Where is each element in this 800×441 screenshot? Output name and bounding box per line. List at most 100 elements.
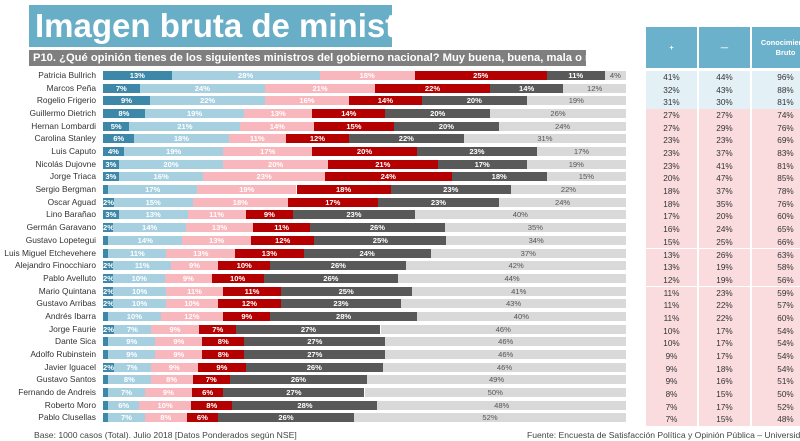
row-label: Rogelio Frigerio xyxy=(36,95,96,106)
bar-segment-buena: 14% xyxy=(113,223,186,233)
bar-segment-ns-nc: 4% xyxy=(604,71,626,80)
bar-segment-no-conoce: 11% xyxy=(546,71,605,80)
bar-segment-no-conoce: 28% xyxy=(270,311,417,321)
row-label: Jorge Triaca xyxy=(49,171,96,182)
bar-segment-buena: 7% xyxy=(113,324,152,334)
table-cell-conocimiento: 65% xyxy=(752,223,800,236)
bar-segment-ns-nc: 41% xyxy=(411,286,626,296)
row-label: Guillermo Dietrich xyxy=(29,108,96,119)
bar-segment-muy-buena xyxy=(103,248,109,258)
bar-segment-muy-buena: 2% xyxy=(103,299,114,309)
bar-segment-mala: 9% xyxy=(144,388,192,397)
bar-segment-no-conoce: 22% xyxy=(348,134,464,144)
bar-segment-no-conoce: 23% xyxy=(416,147,538,157)
bar-segment-ns-nc: 17% xyxy=(537,147,626,157)
bar-segment-muy-mala: 12% xyxy=(250,235,315,245)
row-label: Nicolás Dujovne xyxy=(35,158,96,169)
bar-segment-muy-buena xyxy=(103,388,109,397)
bar-segment-muy-buena: 9% xyxy=(103,96,151,106)
bar-segment-muy-mala: 18% xyxy=(296,185,391,195)
bar-segment-muy-buena: 2% xyxy=(103,261,114,271)
bar-segment-muy-mala: 6% xyxy=(186,413,219,423)
bar-segment-no-conoce: 23% xyxy=(280,299,402,309)
table-cell-conocimiento: 54% xyxy=(752,324,800,338)
table-cell-negative: 37% xyxy=(699,185,750,198)
bar-segment-ns-nc: 40% xyxy=(414,210,626,220)
table-cell-positive: 11% xyxy=(646,286,697,300)
table-cell-conocimiento: 56% xyxy=(752,273,800,287)
bar-segment-ns-nc: 24% xyxy=(499,197,626,207)
bar-segment-muy-buena xyxy=(103,337,109,347)
bar-segment-ns-nc: 19% xyxy=(526,96,626,106)
table-cell-negative: 37% xyxy=(699,147,750,160)
bar-segment-no-conoce: 20% xyxy=(422,96,527,106)
bar-segment-mala: 14% xyxy=(240,121,315,131)
table-cell-negative: 19% xyxy=(699,273,750,287)
bar-segment-muy-buena xyxy=(103,375,109,385)
bar-segment-ns-nc: 49% xyxy=(367,375,626,385)
table-cell-conocimiento: 54% xyxy=(752,362,800,376)
bar-segment-muy-buena: 6% xyxy=(103,134,135,144)
table-cell-conocimiento: 78% xyxy=(752,185,800,198)
row-label: Sergio Bergman xyxy=(35,184,96,195)
bar-segment-muy-mala: 10% xyxy=(218,261,271,271)
row-label: Andrés Ibarra xyxy=(45,310,96,321)
bar-segment-ns-nc: 24% xyxy=(499,121,626,131)
bar-segment-mala: 20% xyxy=(223,159,328,169)
bar-segment-no-conoce: 23% xyxy=(390,185,511,195)
bar-segment-no-conoce: 26% xyxy=(218,413,355,423)
bar-segment-ns-nc: 46% xyxy=(380,324,626,334)
table-cell-conocimiento: 54% xyxy=(752,337,800,350)
table-cell-positive: 8% xyxy=(646,388,697,401)
bar-segment-buena: 24% xyxy=(139,83,266,93)
bar-segment-ns-nc: 31% xyxy=(463,134,626,144)
bar-segment-no-conoce: 27% xyxy=(244,337,386,347)
bar-segment-buena: 14% xyxy=(108,235,183,245)
bar-segment-ns-nc: 15% xyxy=(546,172,626,182)
row-label: Marcos Peña xyxy=(46,82,96,93)
bar-segment-no-conoce: 26% xyxy=(263,273,399,283)
bar-segment-no-conoce: 20% xyxy=(393,121,500,131)
table-cell-negative: 20% xyxy=(699,210,750,224)
bar-segment-mala: 9% xyxy=(150,362,199,372)
bar-segment-no-conoce: 23% xyxy=(293,210,415,220)
table-cell-positive: 27% xyxy=(646,109,697,122)
table-cell-conocimiento: 57% xyxy=(752,299,800,312)
bar-segment-no-conoce: 28% xyxy=(232,400,378,410)
row-label: Dante Sica xyxy=(55,336,96,347)
table-cell-negative: 29% xyxy=(699,121,750,135)
table-cell-conocimiento: 59% xyxy=(752,286,800,300)
table-cell-negative: 17% xyxy=(699,324,750,338)
table-cell-positive: 17% xyxy=(646,210,697,224)
table-cell-conocimiento: 48% xyxy=(752,413,800,426)
row-label: Alejandro Finocchiaro xyxy=(14,260,96,271)
bar-segment-no-conoce: 25% xyxy=(280,286,412,296)
bar-segment-ns-nc: 46% xyxy=(385,349,626,359)
header-negative: — xyxy=(699,27,750,68)
table-cell-positive: 27% xyxy=(646,121,697,135)
bar-segment-no-conoce: 27% xyxy=(244,349,386,359)
table-cell-negative: 47% xyxy=(699,172,750,186)
bar-segment-mala: 9% xyxy=(151,324,200,334)
row-label: Adolfo Rubinstein xyxy=(30,348,96,359)
row-label: Hernan Lombardi xyxy=(31,120,96,131)
table-cell-positive: 10% xyxy=(646,337,697,350)
bar-segment-mala: 13% xyxy=(244,109,313,119)
row-label: Javier Iguacel xyxy=(44,361,96,372)
bar-segment-muy-mala: 12% xyxy=(286,134,349,144)
row-label: Fernando de Andreis xyxy=(18,387,96,397)
table-cell-negative: 24% xyxy=(699,223,750,236)
table-cell-negative: 17% xyxy=(699,337,750,350)
bar-segment-mala: 18% xyxy=(192,197,288,207)
bar-segment-muy-buena: 2% xyxy=(103,273,114,283)
bar-segment-ns-nc: 44% xyxy=(398,273,626,283)
bar-segment-muy-buena: 7% xyxy=(103,83,140,93)
bar-segment-no-conoce: 25% xyxy=(314,235,447,245)
table-cell-conocimiento: 50% xyxy=(752,388,800,401)
bar-segment-ns-nc: 19% xyxy=(526,159,626,169)
table-cell-negative: 35% xyxy=(699,197,750,211)
table-cell-negative: 23% xyxy=(699,134,750,147)
bar-segment-muy-buena: 2% xyxy=(103,223,114,233)
bar-segment-no-conoce: 20% xyxy=(385,109,490,119)
bar-segment-muy-mala: 6% xyxy=(191,388,224,397)
